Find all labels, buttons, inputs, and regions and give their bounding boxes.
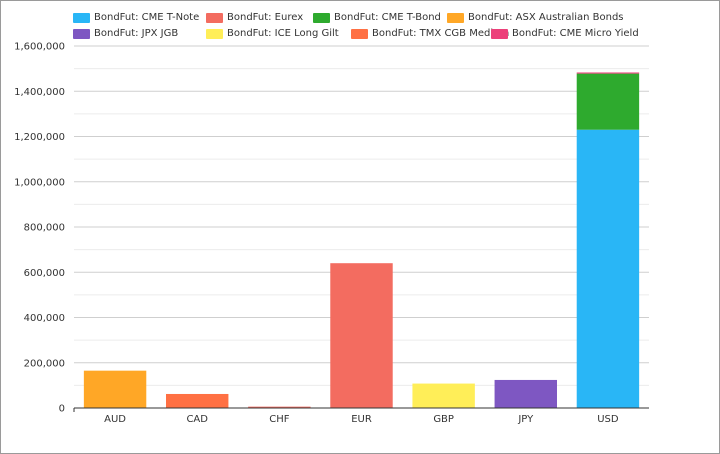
bar-segment	[83, 370, 147, 408]
bar-segment	[248, 406, 311, 408]
legend-label: BondFut: TMX CGB Medium	[372, 28, 510, 39]
legend-swatch	[351, 28, 368, 39]
y-tick-label: 1,200,000	[14, 132, 65, 143]
y-tick-label: 1,600,000	[14, 42, 65, 53]
y-tick-label: 1,400,000	[14, 87, 65, 98]
x-tick-label: CAD	[186, 414, 208, 425]
bar-segment	[330, 263, 393, 408]
legend-swatch	[73, 28, 90, 39]
legend-item[interactable]: BondFut: Eurex	[206, 11, 303, 24]
legend-swatch	[73, 12, 90, 23]
x-tick-label: CHF	[269, 414, 290, 425]
legend-item[interactable]: BondFut: JPX JGB	[73, 27, 178, 40]
legend-label: BondFut: Eurex	[227, 12, 304, 23]
x-tick-label: USD	[597, 414, 619, 425]
legend-label: BondFut: ASX Australian Bonds	[468, 12, 624, 23]
y-tick-label: 800,000	[24, 223, 65, 234]
legend-label: BondFut: JPX JGB	[94, 28, 179, 39]
legend-item[interactable]: BondFut: CME T-Note	[73, 11, 199, 24]
legend-label: BondFut: CME Micro Yield	[512, 28, 639, 39]
legend-item[interactable]: BondFut: CME Micro Yield	[491, 27, 639, 40]
legend-swatch	[447, 12, 464, 23]
x-tick-label: JPY	[517, 414, 534, 425]
y-tick-label: 0	[59, 404, 65, 415]
legend-item[interactable]: BondFut: TMX CGB Medium	[351, 27, 509, 40]
legend-label: BondFut: ICE Long Gilt	[227, 28, 339, 39]
bar-segment	[412, 383, 475, 408]
legend-label: BondFut: CME T-Bond	[334, 12, 441, 23]
x-tick-label: GBP	[433, 414, 454, 425]
legend-swatch	[206, 12, 223, 23]
x-tick-label: AUD	[104, 414, 126, 425]
legend-item[interactable]: BondFut: CME T-Bond	[313, 11, 441, 24]
bar-segment	[576, 73, 640, 130]
y-tick-label: 200,000	[24, 358, 65, 369]
legend-swatch	[206, 28, 223, 39]
legend-item[interactable]: BondFut: ICE Long Gilt	[206, 27, 339, 40]
legend-item[interactable]: BondFut: ASX Australian Bonds	[447, 11, 624, 24]
x-tick-label: EUR	[351, 414, 372, 425]
bar-segment	[166, 393, 229, 408]
y-tick-label: 600,000	[24, 268, 65, 279]
bar-segment	[576, 129, 640, 408]
bar-segment	[494, 379, 557, 408]
bar-segment	[576, 72, 640, 74]
y-tick-label: 1,000,000	[14, 177, 65, 188]
legend-swatch	[313, 12, 330, 23]
legend-swatch	[491, 28, 508, 39]
y-tick-label: 400,000	[24, 313, 65, 324]
legend-label: BondFut: CME T-Note	[94, 12, 200, 23]
